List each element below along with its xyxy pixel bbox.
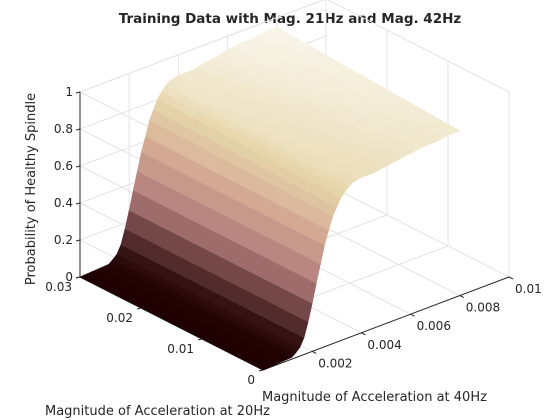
y-tick-label: 0.03 (45, 280, 72, 294)
x-tick-mark (361, 332, 366, 336)
z-tick-mark (75, 165, 81, 168)
y-tick-label: 0 (247, 373, 255, 387)
z-tick-mark (75, 239, 81, 242)
y-tick-label: 0.01 (167, 342, 194, 356)
z-tick-label: 0.8 (54, 122, 73, 136)
y-tick-label: 0.02 (106, 311, 133, 325)
x-tick-label: 0.008 (466, 301, 500, 315)
z-tick-label: 0.4 (54, 196, 73, 210)
axis-ticks: 0.0020.0040.0060.0080.0100.010.020.0300.… (45, 85, 541, 387)
surface-patch (436, 120, 461, 133)
z-tick-mark (75, 91, 81, 94)
x-tick-mark (311, 350, 317, 354)
x-axis-line (262, 276, 510, 371)
x-tick-mark (508, 276, 514, 280)
z-tick-mark (75, 202, 81, 205)
y-axis-label: Magnitude of Acceleration at 20Hz (45, 404, 270, 419)
z-tick-label: 0 (65, 270, 73, 284)
surface (79, 26, 461, 371)
x-tick-label: 0.002 (318, 356, 352, 370)
z-axis-label: Probability of Healthy Spindle (24, 93, 39, 285)
z-tick-label: 1 (65, 85, 73, 99)
z-tick-label: 0.6 (54, 159, 73, 173)
z-tick-mark (75, 128, 81, 131)
x-tick-label: 0.006 (417, 319, 451, 333)
y-tick-mark (136, 307, 142, 310)
z-tick-label: 0.2 (54, 233, 73, 247)
y-tick-mark (258, 369, 264, 372)
x-tick-mark (410, 313, 415, 317)
x-tick-label: 0.01 (515, 282, 542, 296)
x-axis-label: Magnitude of Acceleration at 40Hz (262, 390, 487, 405)
chart-title: Training Data with Mag. 21Hz and Mag. 42… (119, 11, 462, 27)
x-tick-mark (459, 295, 465, 299)
z-tick-mark (75, 276, 81, 279)
y-tick-mark (197, 338, 203, 341)
x-tick-label: 0.004 (367, 338, 401, 352)
